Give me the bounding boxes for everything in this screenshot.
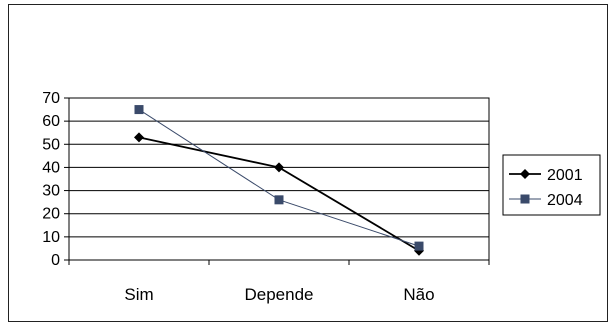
x-category-label: Depende (244, 285, 313, 304)
line-chart: 0 10 20 30 40 50 60 70 Sim Depende Não 2001 2004 (42, 90, 601, 304)
legend-label: 2001 (547, 167, 583, 184)
series-markers (134, 105, 424, 256)
y-tick-label: 20 (42, 206, 60, 223)
data-point-2001 (274, 162, 284, 173)
y-tick-label: 10 (42, 229, 60, 246)
y-tick-label: 50 (42, 136, 60, 153)
legend: 2001 2004 (502, 154, 601, 216)
data-point-2004 (134, 105, 144, 115)
x-axis-categories: Sim Depende Não (68, 260, 490, 304)
y-tick-label: 40 (42, 159, 60, 176)
data-point-2001 (134, 132, 144, 143)
y-tick-label: 70 (42, 90, 60, 107)
y-tick-label: 0 (51, 252, 60, 269)
y-axis-ticks: 0 10 20 30 40 50 60 70 (42, 90, 69, 269)
legend-label: 2004 (547, 192, 583, 209)
chart-frame: 0 10 20 30 40 50 60 70 Sim Depende Não 2001 2004 (8, 4, 608, 322)
legend-marker-2004 (520, 194, 530, 204)
x-category-label: Não (403, 285, 434, 304)
y-tick-label: 60 (42, 113, 60, 130)
legend-marker-2001 (520, 169, 530, 179)
x-category-label: Sim (124, 285, 153, 304)
y-tick-label: 30 (42, 183, 60, 200)
plot-area (68, 97, 490, 261)
data-point-2004 (414, 241, 424, 251)
data-point-2004 (274, 195, 284, 205)
legend-box (502, 154, 601, 216)
grid-lines (69, 97, 489, 238)
